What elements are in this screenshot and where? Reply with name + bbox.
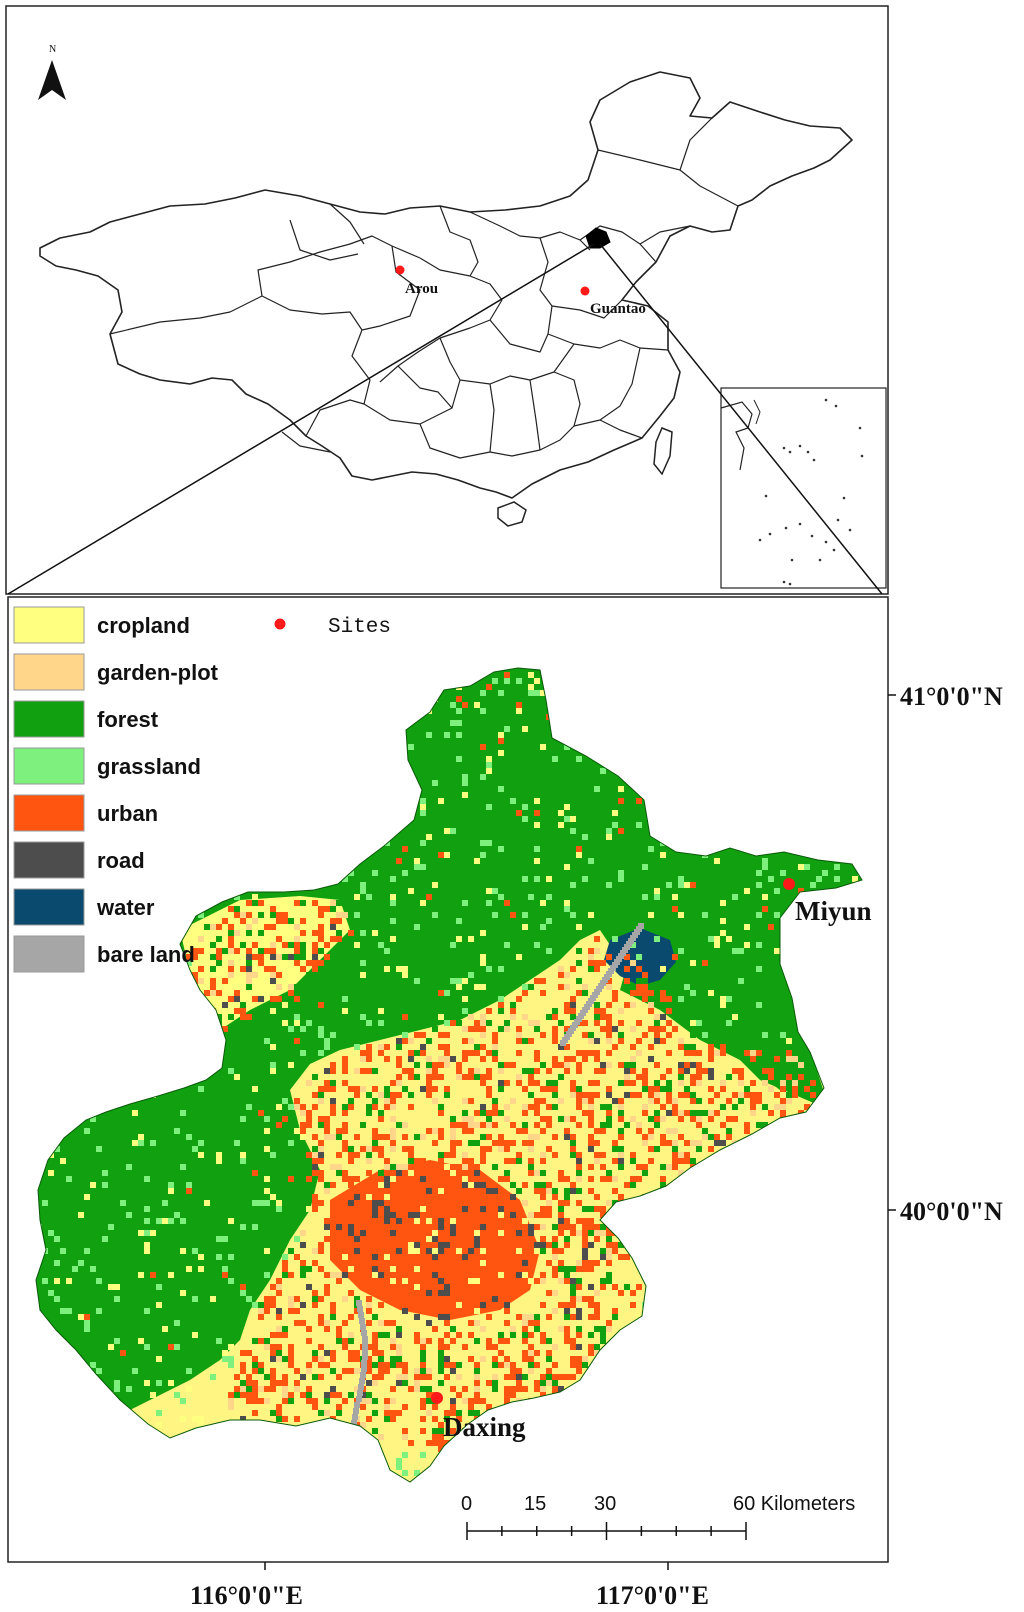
legend-swatch-cropland bbox=[13, 606, 85, 644]
legend-swatch-bare-land bbox=[13, 935, 85, 973]
site-marker-daxing bbox=[431, 1392, 443, 1404]
south-china-sea-inset bbox=[720, 387, 887, 589]
scale-tick-15: 15 bbox=[524, 1493, 546, 1515]
legend-swatch-road bbox=[13, 841, 85, 879]
site-marker-guantao bbox=[580, 286, 590, 296]
overview-map: N bbox=[5, 5, 889, 595]
zoom-line-left bbox=[7, 243, 595, 595]
taiwan-island bbox=[653, 427, 673, 476]
site-label-daxing: Daxing bbox=[443, 1412, 526, 1442]
china-outline bbox=[39, 71, 853, 499]
legend-label-bare-land: bare land bbox=[97, 942, 195, 967]
legend-label-cropland: cropland bbox=[97, 613, 190, 638]
legend-sites-label: Sites bbox=[328, 616, 391, 639]
province-boundaries bbox=[109, 117, 739, 459]
detail-map: cropland garden-plot forest grassland urban r… bbox=[7, 596, 1003, 1610]
legend-swatch-forest bbox=[13, 700, 85, 738]
legend-swatch-water bbox=[13, 888, 85, 926]
site-marker-miyun bbox=[783, 878, 795, 890]
legend-label-garden-plot: garden-plot bbox=[97, 660, 219, 685]
lon-label-117e: 117°0'0"E bbox=[596, 1581, 709, 1610]
legend-label-forest: forest bbox=[97, 707, 159, 732]
legend-swatch-grassland bbox=[13, 747, 85, 785]
hainan-island bbox=[497, 501, 527, 527]
legend-label-urban: urban bbox=[97, 801, 158, 826]
legend-label-water: water bbox=[96, 895, 155, 920]
lat-label-40n: 40°0'0"N bbox=[900, 1197, 1003, 1226]
site-label-miyun: Miyun bbox=[795, 896, 872, 926]
scale-tick-30: 30 bbox=[594, 1493, 616, 1515]
lon-label-116e: 116°0'0"E bbox=[190, 1581, 303, 1610]
north-arrow-icon: N bbox=[38, 44, 66, 100]
scale-tick-0: 0 bbox=[461, 1493, 472, 1515]
legend-swatch-garden-plot bbox=[13, 653, 85, 691]
legend-sites-marker bbox=[274, 618, 286, 630]
beijing-region bbox=[585, 227, 611, 249]
legend-swatch-urban bbox=[13, 794, 85, 832]
site-label-guantao: Guantao bbox=[590, 301, 646, 317]
legend-label-grassland: grassland bbox=[97, 754, 201, 779]
legend: cropland garden-plot forest grassland urban r… bbox=[13, 606, 391, 973]
lat-label-41n: 41°0'0"N bbox=[900, 682, 1003, 711]
north-label: N bbox=[49, 44, 56, 55]
legend-label-road: road bbox=[97, 848, 145, 873]
zoom-line-right bbox=[599, 243, 883, 595]
scale-tick-60: 60 Kilometers bbox=[733, 1493, 855, 1515]
scale-bar: 0 15 30 60 Kilometers bbox=[461, 1493, 855, 1540]
site-label-arou: Arou bbox=[405, 281, 438, 297]
site-marker-arou bbox=[395, 265, 405, 275]
